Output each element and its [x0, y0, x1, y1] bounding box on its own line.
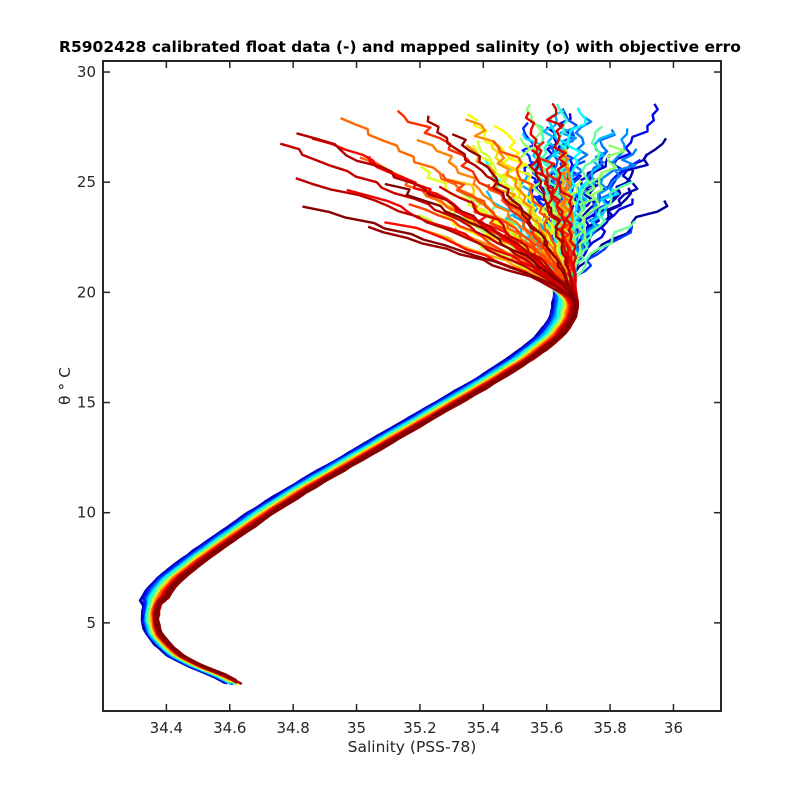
profile-line: [148, 201, 568, 683]
y-tick-label: 20: [77, 283, 96, 301]
profile-line: [150, 211, 570, 677]
y-tick-label: 30: [77, 63, 96, 81]
profile-line: [145, 207, 582, 678]
profile-line: [152, 202, 574, 679]
x-tick-label: 35.6: [530, 719, 563, 737]
profile-line: [152, 200, 573, 677]
profile-line: [148, 208, 567, 680]
profile-line: [144, 201, 570, 677]
profile-line: [145, 114, 562, 673]
plot-frame: [102, 60, 722, 712]
chart-title: R5902428 calibrated float data (-) and m…: [59, 38, 741, 56]
profile-line: [152, 199, 573, 681]
profile-line: [148, 170, 567, 680]
profile-line: [154, 148, 577, 675]
axis-ticks: 34.4 34.6 34.8 35 35.2 35.4 35.6 35.8 36 5 10 15 20 2…: [77, 61, 721, 737]
profile-line: [149, 180, 568, 673]
x-tick-label: 34.8: [276, 719, 309, 737]
profile-line: [149, 144, 569, 670]
profile-line: [149, 178, 568, 682]
profile-line: [154, 172, 576, 671]
profile-line: [149, 120, 568, 674]
profile-line: [154, 182, 577, 676]
y-tick-label: 10: [77, 504, 96, 522]
y-tick-label: 25: [77, 173, 96, 191]
profile-line: [150, 213, 568, 674]
x-tick-label: 34.6: [213, 719, 246, 737]
plot-area: [138, 102, 669, 686]
profile-line: [141, 179, 558, 678]
x-tick-label: 34.4: [150, 719, 183, 737]
x-tick-label: 35.4: [467, 719, 500, 737]
profile-line: [147, 132, 566, 669]
x-axis-label: Salinity (PSS-78): [348, 738, 477, 756]
y-axis-label: θ ° C: [56, 367, 74, 405]
x-tick-label: 35.8: [593, 719, 626, 737]
profile-line: [149, 103, 568, 673]
profile-line: [147, 221, 564, 671]
profile-line: [153, 133, 574, 670]
y-tick-label: 5: [86, 614, 96, 632]
profile-line: [139, 153, 649, 679]
x-tick-label: 35: [347, 719, 366, 737]
profile-line: [144, 167, 561, 682]
profile-line: [142, 126, 559, 685]
y-tick-label: 15: [77, 394, 96, 412]
profile-line: [148, 206, 568, 671]
x-tick-label: 36: [664, 719, 683, 737]
profile-line: [147, 215, 570, 669]
x-tick-label: 35.2: [403, 719, 436, 737]
profile-line: [140, 200, 669, 681]
profile-line: [150, 210, 571, 676]
profile-line: [146, 194, 563, 675]
